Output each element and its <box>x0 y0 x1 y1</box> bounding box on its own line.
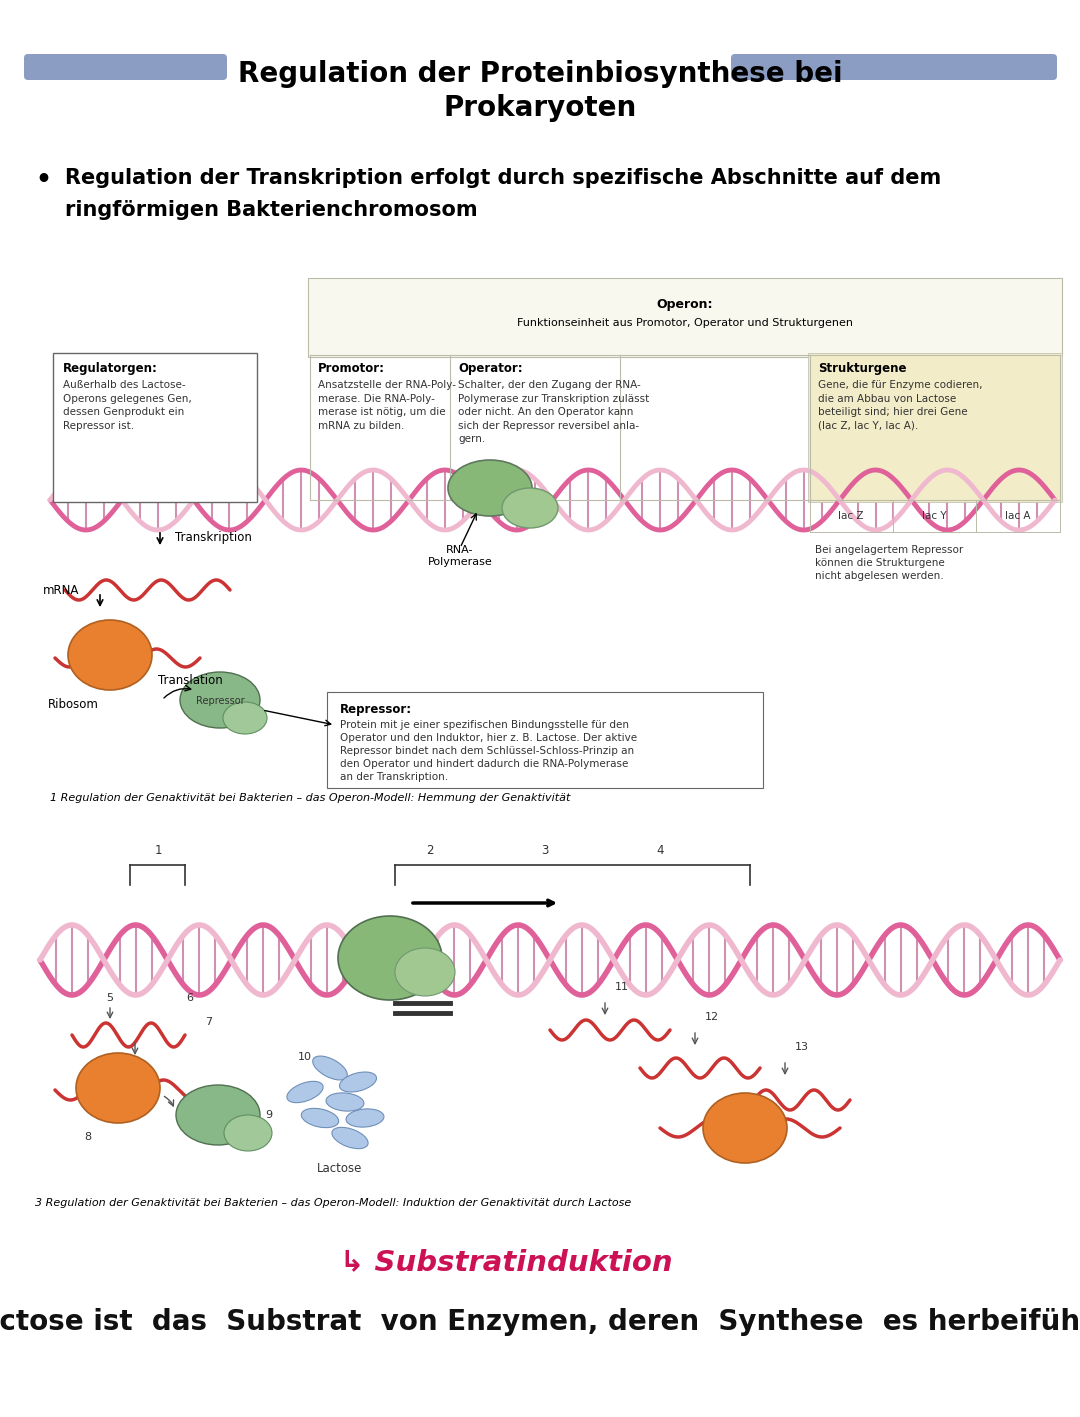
Text: 10: 10 <box>298 1051 312 1061</box>
Ellipse shape <box>332 1128 368 1149</box>
Text: 12: 12 <box>705 1012 719 1022</box>
Text: Protein mit je einer spezifischen Bindungsstelle für den
Operator und den Indukt: Protein mit je einer spezifischen Bindun… <box>340 720 637 782</box>
Text: 9: 9 <box>265 1110 272 1119</box>
Ellipse shape <box>287 1081 323 1102</box>
Text: 13: 13 <box>795 1041 809 1051</box>
Text: Ribosom: Ribosom <box>48 699 99 711</box>
FancyBboxPatch shape <box>731 54 1057 79</box>
Text: 11: 11 <box>615 982 629 992</box>
Text: RNA-
Polymerase: RNA- Polymerase <box>428 546 492 567</box>
Text: mRNA: mRNA <box>43 584 79 597</box>
Text: Außerhalb des Lactose-
Operons gelegenes Gen,
dessen Genprodukt ein
Repressor is: Außerhalb des Lactose- Operons gelegenes… <box>63 380 192 431</box>
Text: •: • <box>35 169 51 191</box>
Text: Strukturgene: Strukturgene <box>818 361 906 376</box>
Text: 6: 6 <box>187 993 193 1003</box>
Text: 5: 5 <box>107 993 113 1003</box>
Ellipse shape <box>222 701 267 734</box>
Text: Regulatorgen:: Regulatorgen: <box>63 361 158 376</box>
Ellipse shape <box>180 672 260 728</box>
Ellipse shape <box>448 461 532 516</box>
Text: Regulation der Proteinbiosynthese bei: Regulation der Proteinbiosynthese bei <box>238 60 842 88</box>
Ellipse shape <box>339 1073 377 1093</box>
Text: 4: 4 <box>657 845 664 857</box>
Text: ↳ Substratinduktion: ↳ Substratinduktion <box>340 1248 673 1275</box>
Ellipse shape <box>502 487 558 529</box>
Text: Gene, die für Enzyme codieren,
die am Abbau von Lactose
beteiligt sind; hier dre: Gene, die für Enzyme codieren, die am Ab… <box>818 380 983 431</box>
Text: 2: 2 <box>427 845 434 857</box>
FancyBboxPatch shape <box>327 691 762 788</box>
FancyBboxPatch shape <box>24 54 227 79</box>
FancyBboxPatch shape <box>53 353 257 502</box>
Ellipse shape <box>301 1108 339 1128</box>
Text: Bei angelagertem Repressor
können die Strukturgene
nicht abgelesen werden.: Bei angelagertem Repressor können die St… <box>815 546 963 581</box>
Ellipse shape <box>76 1053 160 1124</box>
Ellipse shape <box>338 915 442 1000</box>
Text: Ansatzstelle der RNA-Poly-
merase. Die RNA-Poly-
merase ist nötig, um die
mRNA z: Ansatzstelle der RNA-Poly- merase. Die R… <box>318 380 456 431</box>
Ellipse shape <box>224 1115 272 1151</box>
Text: Operator:: Operator: <box>458 361 523 376</box>
Text: 1 Regulation der Genaktivität bei Bakterien – das Operon-Modell: Hemmung der Gen: 1 Regulation der Genaktivität bei Bakter… <box>50 794 570 803</box>
Ellipse shape <box>326 1093 364 1111</box>
Text: 3 Regulation der Genaktivität bei Bakterien – das Operon-Modell: Induktion der G: 3 Regulation der Genaktivität bei Bakter… <box>35 1197 631 1209</box>
Ellipse shape <box>313 1056 348 1080</box>
Ellipse shape <box>395 948 455 996</box>
Text: ringförmigen Bakterienchromosom: ringförmigen Bakterienchromosom <box>65 200 477 220</box>
Ellipse shape <box>176 1085 260 1145</box>
Text: Promotor:: Promotor: <box>318 361 384 376</box>
Text: Prokaryoten: Prokaryoten <box>444 94 636 122</box>
Text: Translation: Translation <box>158 673 222 686</box>
Text: Regulation der Transkription erfolgt durch spezifische Abschnitte auf dem: Regulation der Transkription erfolgt dur… <box>65 169 942 188</box>
Text: Lactose: Lactose <box>318 1162 363 1175</box>
Ellipse shape <box>68 621 152 690</box>
Text: 3: 3 <box>541 845 549 857</box>
Text: 8: 8 <box>84 1132 92 1142</box>
Ellipse shape <box>703 1093 787 1163</box>
Text: Transkription: Transkription <box>175 531 252 544</box>
FancyBboxPatch shape <box>308 278 1062 357</box>
Text: lac Z: lac Z <box>838 512 864 521</box>
Text: Repressor: Repressor <box>195 696 244 706</box>
Text: Funktionseinheit aus Promotor, Operator und Strukturgenen: Funktionseinheit aus Promotor, Operator … <box>517 317 853 327</box>
Text: 7: 7 <box>205 1017 212 1027</box>
Text: Repressor:: Repressor: <box>340 703 413 716</box>
Text: Operon:: Operon: <box>657 298 713 310</box>
Text: Lactose ist  das  Substrat  von Enzymen, deren  Synthese  es herbeiführt.: Lactose ist das Substrat von Enzymen, de… <box>0 1308 1080 1336</box>
Text: lac A: lac A <box>1005 512 1030 521</box>
Text: lac Y: lac Y <box>921 512 946 521</box>
FancyBboxPatch shape <box>808 353 1062 502</box>
Ellipse shape <box>346 1110 384 1127</box>
Text: Schalter, der den Zugang der RNA-
Polymerase zur Transkription zulässt
oder nich: Schalter, der den Zugang der RNA- Polyme… <box>458 380 649 445</box>
Text: 1: 1 <box>154 845 162 857</box>
